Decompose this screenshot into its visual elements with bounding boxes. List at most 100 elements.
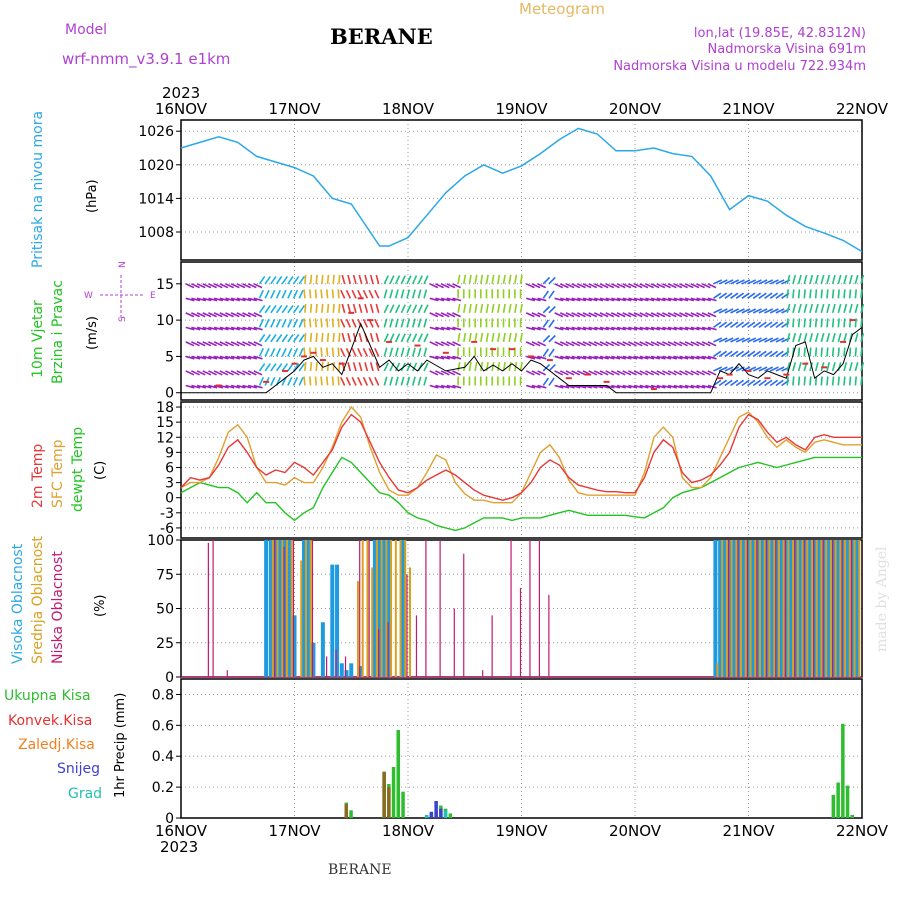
wind-barb: [622, 355, 632, 360]
wind-barb: [219, 326, 229, 331]
wind-barb: [275, 318, 282, 328]
wind-barb: [554, 370, 564, 376]
wind-barb: [599, 312, 609, 318]
y-tick-label: 10: [156, 313, 174, 329]
wind-barb: [605, 355, 615, 360]
wind-barb: [394, 362, 401, 372]
wind-barb: [230, 370, 240, 376]
wind-barb: [616, 297, 626, 302]
wind-barb: [797, 274, 802, 285]
wind-barb: [253, 355, 263, 360]
wind-barb: [645, 312, 654, 318]
wind-barb: [656, 326, 666, 331]
wind-barb: [304, 361, 307, 372]
wind-barb: [548, 305, 556, 314]
wind-barb: [548, 334, 556, 343]
wind-barb: [786, 318, 789, 328]
wind-barb: [253, 283, 263, 289]
wind-frame: [180, 261, 863, 401]
wind-barb: [667, 341, 677, 347]
wind-barb: [696, 312, 705, 318]
time-tick-label: 17NOV: [268, 822, 321, 840]
wind-barb: [258, 334, 266, 343]
wind-barb: [628, 370, 637, 376]
precip-bar: [439, 808, 443, 818]
y-tick-label: 1026: [138, 124, 174, 140]
time-tick-label: 21NOV: [722, 100, 775, 118]
wind-barb: [843, 332, 848, 343]
wind-barb: [650, 326, 661, 331]
wind-barb: [843, 318, 846, 328]
wind-barb: [724, 379, 733, 387]
wind-barb: [358, 303, 363, 314]
wind-barb: [775, 292, 784, 299]
wind-barb: [628, 283, 637, 289]
wind-barb: [309, 289, 312, 299]
wind-barb: [270, 318, 276, 328]
wind-barb: [247, 370, 257, 376]
wind-barb: [622, 283, 632, 289]
wind-barb: [616, 384, 626, 389]
wind-barb: [389, 318, 394, 328]
wind-barb: [435, 341, 444, 347]
wind-barb: [594, 355, 604, 360]
compass-s: S: [118, 316, 128, 322]
wind-barb: [497, 274, 501, 284]
compass-w: W: [84, 291, 93, 301]
wind-barb: [701, 341, 711, 347]
y-tick-label: 100: [147, 533, 174, 549]
wind-barb: [724, 321, 733, 329]
wind-barb: [633, 355, 643, 360]
wind-barb: [326, 376, 329, 386]
wind-barb: [191, 326, 201, 331]
wind-barb: [514, 303, 518, 313]
wind-barb: [548, 319, 555, 328]
wind-barb: [747, 379, 756, 387]
wind-barb: [202, 370, 212, 376]
wind-barb: [752, 379, 762, 387]
wind-barb: [446, 355, 456, 360]
wind-barb: [679, 312, 688, 318]
y-tick-label: 25: [156, 636, 174, 652]
wind-barb: [320, 347, 323, 357]
wind-barb: [662, 312, 671, 318]
wind-panel: 0 5 10 15: [156, 261, 865, 402]
wind-barb: [611, 297, 621, 302]
wind-barb: [582, 297, 592, 302]
wind-barb: [775, 279, 785, 285]
wind-barb: [735, 279, 745, 285]
wind-barb: [662, 355, 672, 360]
wind-barb: [374, 376, 380, 386]
wind-barb: [185, 326, 195, 331]
wind-barb: [526, 297, 536, 302]
wind-barb: [826, 289, 829, 299]
wind-barb: [446, 312, 456, 318]
wind-barb: [331, 376, 335, 386]
wind-barb: [837, 303, 842, 314]
wind-barb: [400, 333, 406, 343]
wind-barb: [202, 283, 212, 289]
wind-barb: [304, 274, 307, 284]
wind-barb: [412, 275, 418, 285]
wind-barb: [684, 312, 694, 318]
wind-barb: [690, 312, 700, 318]
wind-barb: [219, 283, 229, 289]
wind-barb: [264, 347, 270, 357]
wind-barb: [247, 283, 257, 289]
wind-barb: [292, 334, 300, 343]
wind-barb: [352, 332, 357, 343]
wind-barb: [225, 384, 235, 389]
wind-barb: [340, 347, 346, 357]
wind-barb: [605, 312, 615, 318]
y-tick-label: 0.2: [152, 780, 174, 796]
wind-barb: [730, 292, 739, 299]
wind-barb: [340, 318, 346, 328]
wind-barb: [400, 376, 405, 386]
wind-barb: [219, 355, 229, 360]
y-tick-label: 1020: [138, 158, 174, 174]
wind-barb: [565, 312, 575, 318]
wind-barb: [797, 332, 802, 343]
wind-barb: [628, 312, 637, 318]
wind-barb: [213, 341, 223, 347]
y-tick-label: 1008: [138, 225, 174, 241]
